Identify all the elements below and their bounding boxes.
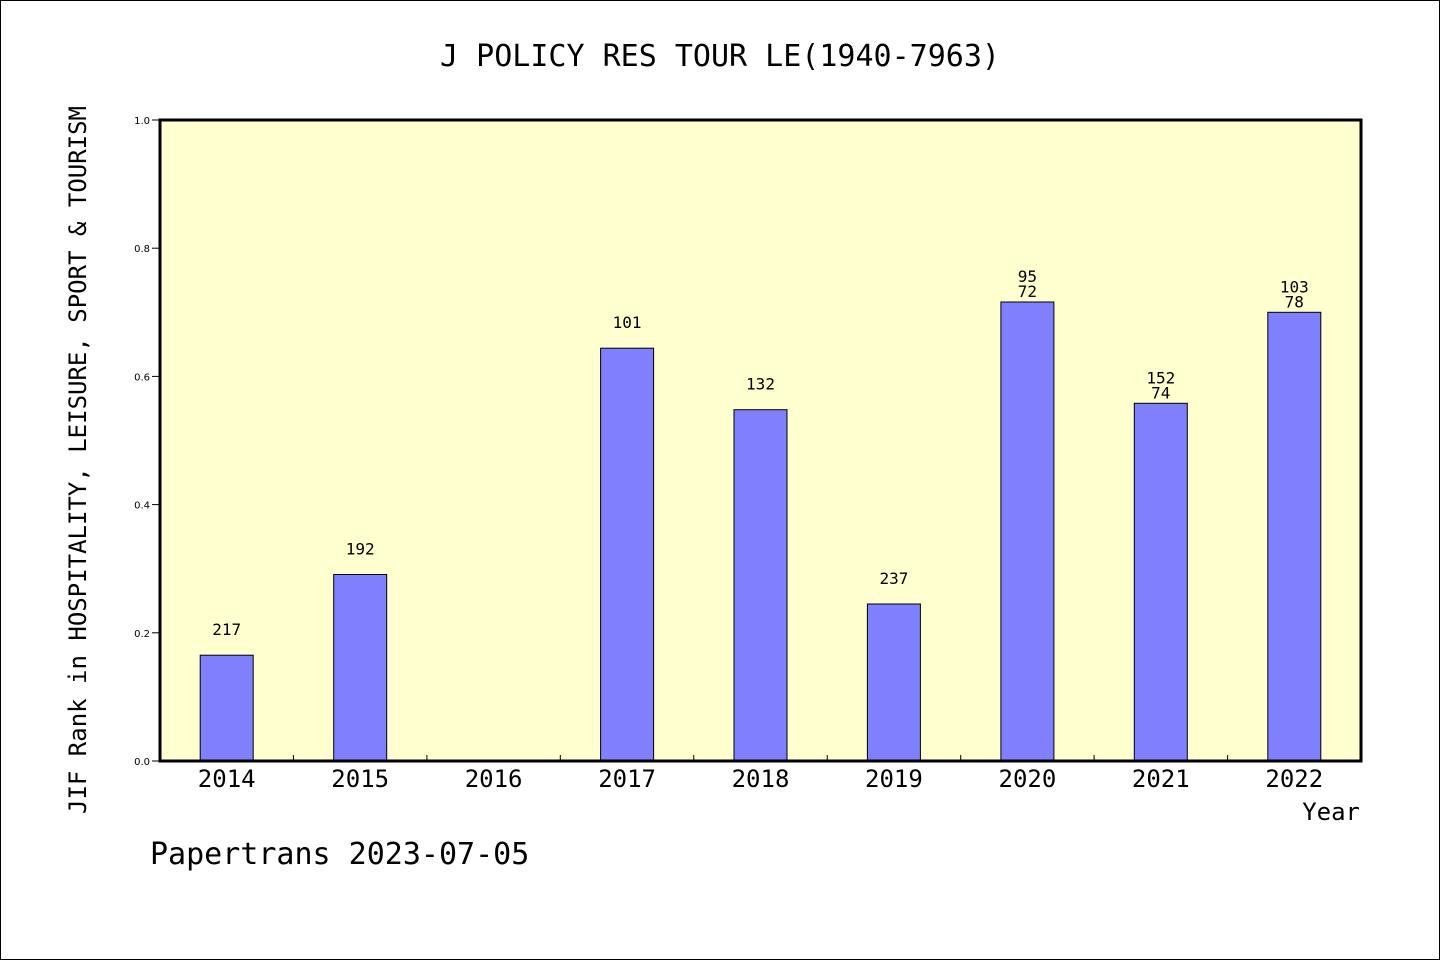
- x-axis-ticks: 2014 2015 2016 2017 2018 2019 2020 2021 2022: [198, 755, 1323, 793]
- data-label-2021-2: 74: [1151, 383, 1170, 402]
- bar-2018: [733, 409, 788, 762]
- x-tick-label-2021: 2021: [1132, 765, 1190, 793]
- x-tick-label-2022: 2022: [1265, 765, 1323, 793]
- y-tick-label-0.6: 0.6: [134, 372, 150, 383]
- y-tick-label-0.2: 0.2: [134, 629, 150, 640]
- bars-layer: [199, 301, 1322, 762]
- y-axis-ticks: 0.0 0.2 0.4 0.6 0.8 1.0: [134, 116, 160, 768]
- data-label-2021-1: 152: [1146, 368, 1175, 387]
- x-tick-label-2017: 2017: [598, 765, 656, 793]
- chart-title: J POLICY RES TOUR LE(1940-7963): [440, 39, 1000, 74]
- data-label-2020-2: 72: [1018, 282, 1037, 301]
- x-tick-label-2014: 2014: [198, 765, 256, 793]
- bar-2021: [1133, 402, 1188, 762]
- y-tick-label-0.4: 0.4: [134, 501, 150, 512]
- bar-2020: [1000, 301, 1055, 762]
- y-axis-label: JIF Rank in HOSPITALITY, LEISURE, SPORT …: [64, 106, 92, 814]
- data-label-2020-1: 95: [1018, 267, 1037, 286]
- y-tick-label-1.0: 1.0: [134, 116, 150, 127]
- bar-2014: [199, 654, 254, 762]
- x-tick-label-2016: 2016: [465, 765, 523, 793]
- data-label-2015: 192: [346, 540, 375, 559]
- y-tick-label-0.8: 0.8: [134, 244, 150, 255]
- x-tick-label-2015: 2015: [331, 765, 389, 793]
- data-label-2014: 217: [212, 620, 241, 639]
- y-tick-label-0.0: 0.0: [134, 757, 150, 768]
- x-axis-label: Year: [1302, 798, 1360, 826]
- data-label-2017: 101: [613, 313, 642, 332]
- plot-border: [158, 118, 1363, 763]
- x-tick-label-2019: 2019: [865, 765, 923, 793]
- bar-2019: [866, 603, 921, 762]
- footer-credit: Papertrans 2023-07-05: [150, 837, 529, 872]
- bar-2017: [600, 347, 655, 762]
- x-tick-label-2018: 2018: [732, 765, 790, 793]
- data-label-2022-2: 78: [1285, 292, 1304, 311]
- x-tick-label-2020: 2020: [999, 765, 1057, 793]
- data-label-2018: 132: [746, 375, 775, 394]
- data-label-2022-1: 103: [1280, 277, 1309, 296]
- data-label-2019: 237: [879, 569, 908, 588]
- bar-2015: [333, 574, 388, 762]
- bar-2022: [1267, 311, 1322, 762]
